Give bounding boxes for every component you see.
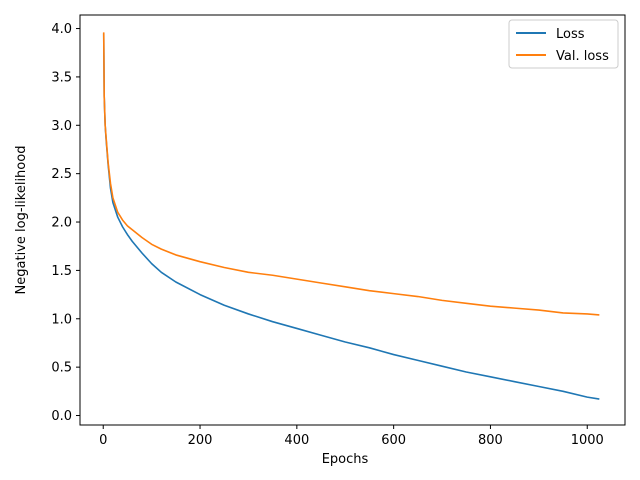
plot-area-frame xyxy=(79,14,626,426)
y-tick-label: 3.0 xyxy=(51,119,72,134)
legend-label-val-loss: Val. loss xyxy=(556,49,609,64)
y-tick-label: 3.5 xyxy=(51,70,72,85)
x-tick-label: 0 xyxy=(99,433,107,448)
y-tick-label: 1.5 xyxy=(51,264,72,279)
y-axis-label: Negative log-likelihood xyxy=(14,146,29,295)
y-tick-label: 0.0 xyxy=(51,409,72,424)
y-tick-label: 1.0 xyxy=(51,312,72,327)
y-tick-label: 0.5 xyxy=(51,361,72,376)
series-line-loss xyxy=(102,33,600,400)
x-tick-label: 1000 xyxy=(571,433,604,448)
y-tick-label: 4.0 xyxy=(51,22,72,37)
legend: Loss Val. loss xyxy=(508,19,619,69)
x-axis-label: Epochs xyxy=(322,452,369,467)
x-tick-label: 400 xyxy=(284,433,309,448)
x-tick-label: 600 xyxy=(381,433,406,448)
y-tick-label: 2.0 xyxy=(51,216,72,231)
y-tick-label: 2.5 xyxy=(51,167,72,182)
x-tick-label: 800 xyxy=(478,433,503,448)
x-tick-label: 200 xyxy=(188,433,213,448)
series-line-val-loss xyxy=(102,32,600,316)
chart-marks xyxy=(102,32,600,400)
legend-label-loss: Loss xyxy=(556,27,585,42)
axis-ticks: 0 200 400 600 800 1000 0.0 0.5 1.0 1.5 2.0 2.5 3.0 3.… xyxy=(51,22,603,448)
